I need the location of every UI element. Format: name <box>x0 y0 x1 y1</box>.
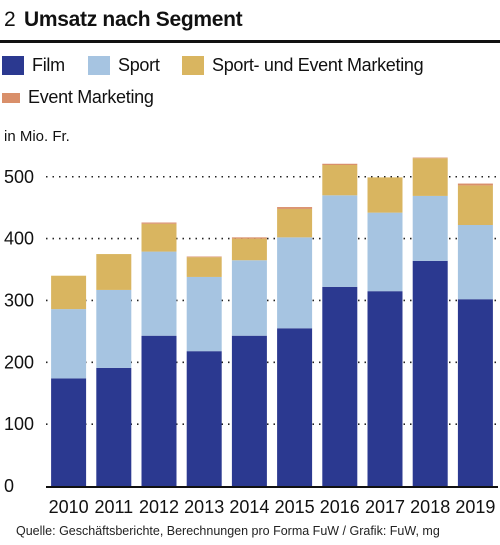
bar-2017-segment-1 <box>367 212 403 292</box>
bar-2013-segment-2 <box>186 257 222 277</box>
y-tick-label: 100 <box>4 414 34 434</box>
bar-2014-segment-1 <box>231 260 267 336</box>
legend-item-event-marketing: Event Marketing <box>2 87 154 108</box>
bar-2015-segment-1 <box>277 237 313 329</box>
bar-2011-segment-0 <box>96 367 132 486</box>
bar-2010-segment-1 <box>51 309 87 379</box>
x-tick-label: 2011 <box>94 497 133 517</box>
bar-2012-segment-3 <box>141 222 177 224</box>
x-tick-label: 2016 <box>320 497 360 517</box>
y-tick-label: 200 <box>4 352 34 372</box>
y-unit-label: in Mio. Fr. <box>4 128 70 145</box>
bar-2016-segment-3 <box>322 163 358 165</box>
bar-layer <box>51 157 493 486</box>
bar-2019-segment-3 <box>457 183 493 186</box>
legend-label-film: Film <box>32 55 65 75</box>
legend-item-sport-event-marketing: Sport- und Event Marketing <box>182 55 424 76</box>
x-tick-label: 2010 <box>49 497 89 517</box>
bar-2010-segment-2 <box>51 275 87 310</box>
legend-label-sport-event-marketing: Sport- und Event Marketing <box>212 55 424 75</box>
x-tick-label: 2014 <box>229 497 269 517</box>
bar-2018-segment-3 <box>412 157 448 159</box>
stacked-bar-chart: 0 100 200 300 400 500 2010 2011 2012 2013 2014 2015… <box>4 157 498 517</box>
bar-2011-segment-2 <box>96 254 132 290</box>
bar-2018-segment-0 <box>412 260 448 486</box>
bar-2013-segment-0 <box>186 351 222 486</box>
legend-swatch-film <box>2 56 24 75</box>
chart-header: 2 Umsatz nach Segment <box>0 8 500 38</box>
bar-2019-segment-1 <box>457 224 493 300</box>
y-tick-label: 400 <box>4 229 34 249</box>
bar-2012-segment-2 <box>141 223 177 252</box>
axis-layer: 0 100 200 300 400 500 2010 2011 2012 2013 2014 2015… <box>4 167 498 517</box>
bar-2013-segment-3 <box>186 256 222 258</box>
chart-title: Umsatz nach Segment <box>24 8 243 31</box>
bar-2016-segment-0 <box>322 286 358 486</box>
legend-item-film: Film <box>2 55 65 76</box>
x-tick-label: 2019 <box>455 497 495 517</box>
x-tick-label: 2012 <box>139 497 179 517</box>
bar-2019-segment-0 <box>457 299 493 486</box>
bar-2019-segment-2 <box>457 185 493 225</box>
y-tick-label: 300 <box>4 290 34 310</box>
y-tick-label: 0 <box>4 476 14 496</box>
legend-swatch-event-marketing <box>2 92 20 103</box>
bar-2012-segment-0 <box>141 335 177 486</box>
figure-number: 2 <box>4 8 16 31</box>
title-rule <box>0 40 500 43</box>
legend-label-event-marketing: Event Marketing <box>28 87 154 107</box>
bar-2014-segment-2 <box>231 238 267 261</box>
bar-2013-segment-1 <box>186 276 222 352</box>
bar-2017-segment-2 <box>367 177 403 213</box>
source-note: Quelle: Geschäftsberichte, Berechnungen … <box>16 524 440 538</box>
bar-2011-segment-1 <box>96 289 132 368</box>
bar-2010-segment-0 <box>51 378 87 486</box>
bar-2016-segment-1 <box>322 195 358 287</box>
x-tick-label: 2015 <box>275 497 315 517</box>
bar-2016-segment-2 <box>322 164 358 196</box>
legend-swatch-sport <box>88 56 110 75</box>
bar-2015-segment-2 <box>277 208 313 238</box>
legend-label-sport: Sport <box>118 55 160 75</box>
legend-swatch-sport-event-marketing <box>182 56 204 75</box>
bar-2015-segment-0 <box>277 328 313 486</box>
x-tick-label: 2017 <box>365 497 405 517</box>
bar-2012-segment-1 <box>141 251 177 336</box>
y-tick-label: 500 <box>4 167 34 187</box>
bar-2014-segment-0 <box>231 335 267 486</box>
bar-2017-segment-0 <box>367 291 403 486</box>
x-tick-label: 2013 <box>184 497 224 517</box>
bar-2014-segment-3 <box>231 237 267 239</box>
x-tick-label: 2018 <box>410 497 450 517</box>
bar-2018-segment-1 <box>412 195 448 261</box>
bar-2015-segment-3 <box>277 207 313 209</box>
bar-2018-segment-2 <box>412 158 448 196</box>
legend-item-sport: Sport <box>88 55 160 76</box>
